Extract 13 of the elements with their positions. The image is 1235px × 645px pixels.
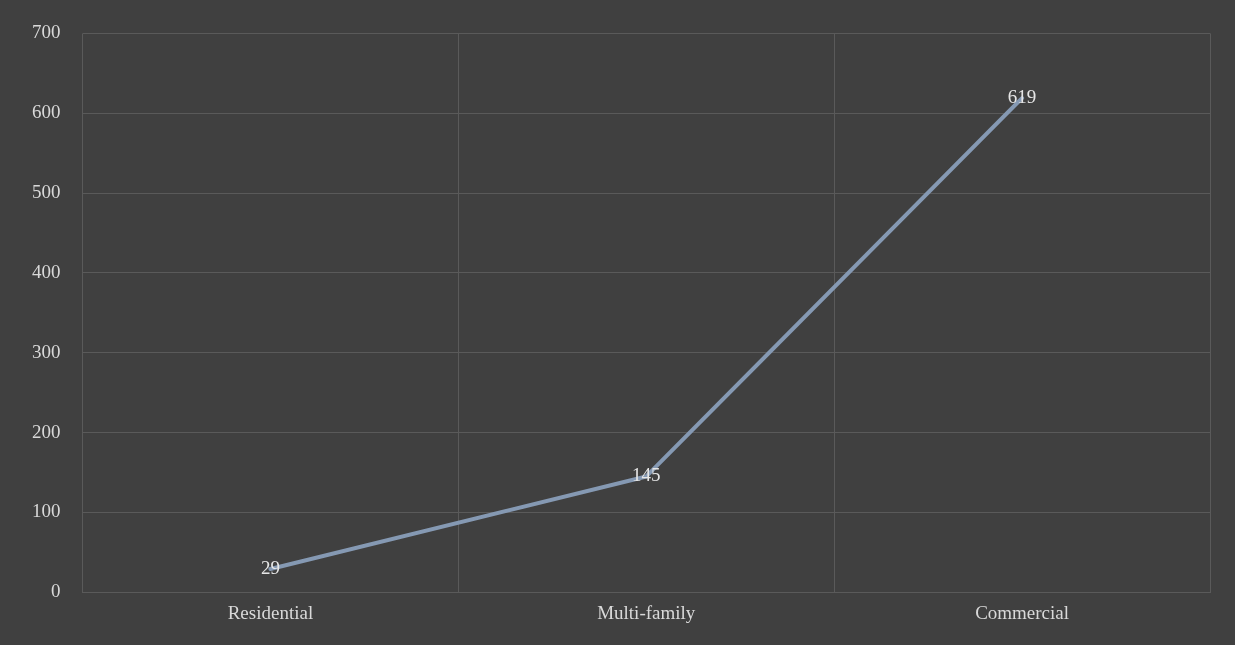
y-tick-label: 100 xyxy=(32,500,61,522)
y-tick-label: 500 xyxy=(32,181,61,203)
y-tick-label: 600 xyxy=(32,101,61,123)
x-tick-label: Commercial xyxy=(975,601,1070,623)
x-tick-label: Multi-family xyxy=(597,601,696,623)
x-tick-label: Residential xyxy=(227,601,314,623)
data-label: 619 xyxy=(1007,86,1037,108)
data-label: 29 xyxy=(260,557,280,579)
y-tick-label: 300 xyxy=(32,340,61,362)
y-tick-label: 200 xyxy=(32,420,61,442)
y-tick-label: 700 xyxy=(32,21,61,43)
y-tick-label: 0 xyxy=(51,580,61,602)
y-tick-label: 400 xyxy=(32,260,61,282)
